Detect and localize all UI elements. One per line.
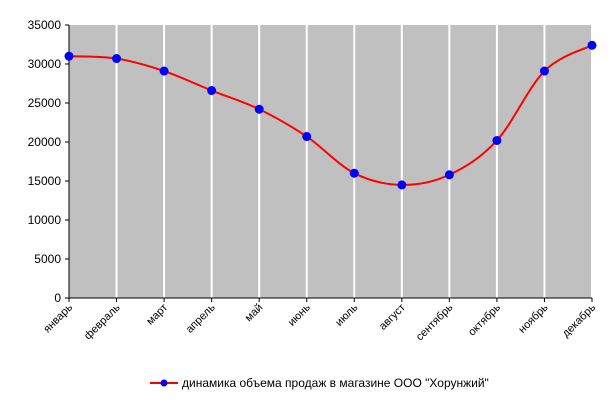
data-point bbox=[492, 135, 502, 145]
y-tick-label: 15000 bbox=[28, 174, 62, 188]
data-point bbox=[207, 86, 217, 96]
x-tick-label: апрель bbox=[184, 301, 218, 335]
data-point bbox=[587, 40, 597, 50]
axes bbox=[68, 25, 592, 299]
x-tick-label: май bbox=[243, 302, 266, 325]
plot-area bbox=[69, 25, 592, 298]
data-point bbox=[349, 168, 359, 178]
x-tick-label: октябрь bbox=[466, 301, 503, 338]
x-tick-label: февраль bbox=[82, 301, 123, 342]
data-point bbox=[302, 132, 312, 142]
y-tick-labels: 0 5000 10000 15000 20000 25000 30000 35000 bbox=[28, 18, 69, 305]
data-point bbox=[112, 54, 122, 64]
y-tick-label: 0 bbox=[54, 291, 61, 305]
legend-label: динамика объема продаж в магазине ООО "Х… bbox=[182, 376, 489, 390]
y-tick-label: 20000 bbox=[28, 135, 62, 149]
data-point bbox=[444, 170, 454, 180]
x-tick-label: август bbox=[377, 302, 408, 333]
data-point bbox=[539, 66, 549, 76]
x-tick-label: сентябрь bbox=[414, 301, 456, 343]
y-tick-label: 35000 bbox=[28, 18, 62, 32]
y-tick-label: 5000 bbox=[34, 252, 61, 266]
y-tick-label: 10000 bbox=[28, 213, 62, 227]
legend-marker-sample bbox=[160, 379, 168, 387]
y-tick-label: 30000 bbox=[28, 57, 62, 71]
x-tick-label: июль bbox=[333, 301, 360, 328]
data-point bbox=[64, 51, 74, 61]
data-point bbox=[254, 104, 264, 114]
data-point bbox=[397, 180, 407, 190]
data-point bbox=[159, 66, 169, 76]
x-tick-label: март bbox=[144, 302, 170, 328]
x-tick-label: ноябрь bbox=[516, 301, 550, 335]
x-tick-label: декабрь bbox=[560, 301, 598, 339]
x-tick-label: июнь bbox=[286, 301, 313, 328]
x-tick-label: январь bbox=[41, 301, 75, 335]
series bbox=[64, 40, 597, 190]
x-tick-labels: январь февраль март апрель май июнь июль август… bbox=[41, 298, 598, 343]
grid-lines bbox=[115, 25, 593, 298]
legend: динамика объема продаж в магазине ООО "Х… bbox=[150, 376, 489, 390]
y-tick-label: 25000 bbox=[28, 96, 62, 110]
